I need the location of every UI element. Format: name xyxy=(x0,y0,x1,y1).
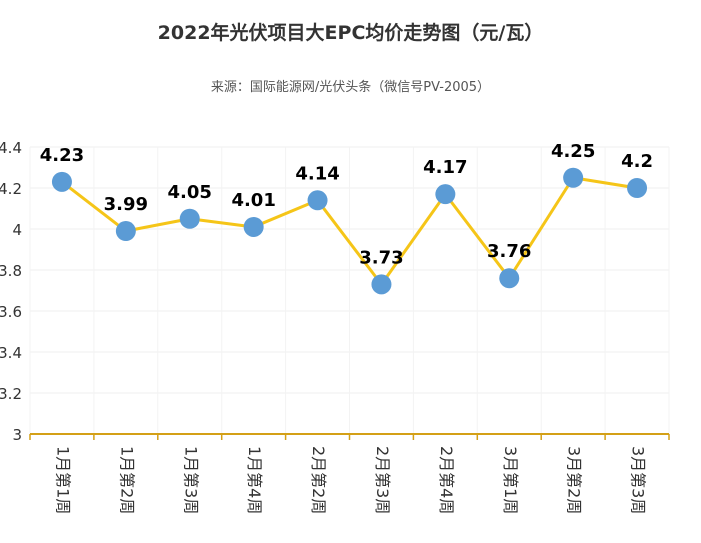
data-point-marker xyxy=(371,274,392,295)
data-point-marker xyxy=(115,221,136,242)
grid-lines xyxy=(29,146,670,434)
x-tick-label: 1月第3周 xyxy=(181,446,200,514)
data-point-marker xyxy=(627,178,648,198)
y-tick-label: 3 xyxy=(12,426,22,444)
data-label: 3.73 xyxy=(359,247,403,268)
series-markers xyxy=(51,167,648,295)
data-label: 4.2 xyxy=(621,151,653,172)
x-tick-label: 2月第4周 xyxy=(437,446,456,514)
data-point-marker xyxy=(243,216,264,237)
series-line xyxy=(61,176,638,286)
x-tick-label: 3月第3周 xyxy=(629,446,648,514)
x-tick-label: 1月第4周 xyxy=(245,446,264,514)
y-tick-label: 4 xyxy=(12,221,22,239)
y-tick-label: 4.2 xyxy=(0,180,22,198)
data-label: 3.99 xyxy=(104,194,148,215)
data-point-marker xyxy=(435,184,456,205)
x-tick-label: 2月第3周 xyxy=(373,446,392,514)
chart-title: 2022年光伏项目大EPC均价走势图（元/瓦） xyxy=(157,22,544,44)
data-point-marker xyxy=(51,171,72,192)
data-label: 4.14 xyxy=(295,163,339,184)
data-label: 4.17 xyxy=(423,157,467,178)
x-tick-label: 3月第1周 xyxy=(501,446,520,514)
data-label: 3.76 xyxy=(487,241,531,262)
data-point-marker xyxy=(307,190,328,211)
data-point-marker xyxy=(179,208,200,229)
y-axis-tick-labels: 3 3.2 3.4 3.6 3.8 4 4.2 4.4 xyxy=(0,139,22,444)
x-axis-tick-labels: 1月第1周 1月第2周 1月第3周 1月第4周 2月第2周 2月第3周 2月第4周 3月第1周… xyxy=(53,446,647,514)
y-tick-label: 3.8 xyxy=(0,262,22,280)
data-labels: 4.23 3.99 4.05 4.01 4.14 3.73 4.17 3.76 4.25 4.2 xyxy=(40,141,653,269)
x-tick-label: 2月第2周 xyxy=(309,446,328,514)
x-tick-label: 3月第2周 xyxy=(565,446,584,514)
chart-subtitle: 来源：国际能源网/光伏头条（微信号PV-2005） xyxy=(210,80,491,95)
data-label: 4.01 xyxy=(231,190,275,211)
data-label: 4.05 xyxy=(168,182,212,203)
series-line-path xyxy=(61,176,638,286)
data-label: 4.23 xyxy=(40,145,84,166)
x-axis xyxy=(29,433,670,440)
data-label: 4.25 xyxy=(551,141,595,162)
data-point-marker xyxy=(563,167,584,188)
x-tick-label: 1月第1周 xyxy=(53,446,72,514)
y-tick-label: 3.6 xyxy=(0,303,22,321)
y-tick-label: 3.4 xyxy=(0,344,22,362)
data-point-marker xyxy=(499,268,520,289)
y-tick-label: 3.2 xyxy=(0,385,22,403)
x-tick-label: 1月第2周 xyxy=(117,446,136,514)
y-tick-label: 4.4 xyxy=(0,139,22,157)
